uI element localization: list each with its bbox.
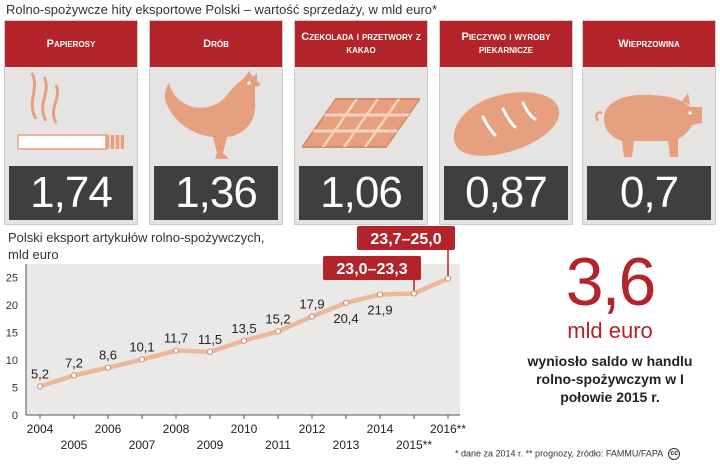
card-label: Papierosy bbox=[5, 21, 137, 67]
data-label: 15,2 bbox=[265, 311, 290, 326]
y-tick-label: 0 bbox=[12, 410, 18, 422]
x-tick-label: 2008 bbox=[163, 422, 190, 436]
data-label: 21,9 bbox=[367, 303, 392, 318]
highlight-label-box bbox=[357, 226, 455, 250]
data-label: 11,5 bbox=[198, 332, 222, 347]
highlight-label-box bbox=[323, 256, 421, 280]
data-point bbox=[240, 337, 248, 344]
highlight-value: 3,6 bbox=[565, 244, 657, 320]
card-label: Czekolada i przetwory z kakao bbox=[295, 21, 427, 67]
x-tick-label: 2015** bbox=[396, 438, 432, 452]
x-tick-label: 2011 bbox=[265, 438, 291, 452]
data-point bbox=[70, 372, 78, 379]
data-point bbox=[444, 275, 452, 282]
chocolate-bar-icon bbox=[302, 98, 420, 148]
x-tick-label: 2012 bbox=[299, 422, 326, 436]
chicken-icon bbox=[164, 71, 261, 159]
bread-icon bbox=[453, 92, 560, 156]
card-pieczywo: Pieczywo i wyroby piekarnicze 0,87 bbox=[439, 20, 573, 225]
footnote-text: * dane za 2014 r. ** prognozy, źródło: F… bbox=[455, 448, 663, 459]
pig-icon bbox=[595, 93, 702, 157]
card-value: 1,36 bbox=[154, 166, 278, 220]
y-tick-label: 15 bbox=[6, 328, 18, 340]
data-label: 11,7 bbox=[164, 331, 188, 346]
data-label: 17,9 bbox=[299, 297, 324, 312]
card-value: 0,7 bbox=[587, 166, 711, 220]
data-point bbox=[342, 299, 350, 306]
x-tick-label: 2010 bbox=[231, 422, 258, 436]
highlight-description: wyniosło saldo w handlu rolno-spożywczym… bbox=[527, 353, 693, 405]
card-czekolada: Czekolada i przetwory z kakao 1,06 bbox=[294, 20, 428, 225]
data-point bbox=[36, 383, 44, 390]
card-value: 1,74 bbox=[9, 166, 133, 220]
y-tick-labels: 0 5 10 15 20 25 bbox=[6, 273, 18, 423]
data-label: 8,6 bbox=[99, 348, 117, 363]
card-value: 1,06 bbox=[299, 166, 423, 220]
data-point bbox=[206, 348, 214, 355]
x-tick-labels: 2004 2005 2006 2007 2008 2009 2010 2011 2012 2013… bbox=[27, 415, 466, 452]
infographic-title: Rolno-spożywcze hity eksportowe Polski –… bbox=[6, 2, 438, 17]
data-point bbox=[172, 347, 180, 354]
card-drob: Drób 1,36 bbox=[149, 20, 283, 225]
data-point bbox=[138, 356, 146, 363]
x-tick-label: 2007 bbox=[129, 438, 156, 452]
data-point bbox=[410, 290, 418, 297]
data-point bbox=[308, 313, 316, 320]
cigarette-icon bbox=[17, 72, 124, 150]
highlight-unit: mld euro bbox=[567, 318, 653, 343]
data-label: 5,2 bbox=[31, 366, 49, 381]
x-tick-label: 2009 bbox=[197, 438, 224, 452]
y-tick-label: 10 bbox=[6, 355, 18, 367]
data-label: 20,4 bbox=[333, 311, 358, 326]
export-hits-cards: Papierosy 1,74 Drób 1,36 Czekolada i prz… bbox=[4, 20, 716, 225]
y-tick-label: 5 bbox=[12, 383, 18, 395]
data-label: 13,5 bbox=[231, 321, 256, 336]
card-label: Pieczywo i wyroby piekarnicze bbox=[440, 21, 572, 67]
data-points bbox=[36, 275, 452, 390]
x-tick-label: 2006 bbox=[95, 422, 122, 436]
data-point bbox=[104, 364, 112, 371]
x-tick-label: 2016** bbox=[430, 422, 466, 436]
card-label: Drób bbox=[150, 21, 282, 67]
data-point bbox=[376, 291, 384, 298]
y-tick-label: 25 bbox=[6, 273, 18, 285]
card-papierosy: Papierosy 1,74 bbox=[4, 20, 138, 225]
x-tick-label: 2004 bbox=[27, 422, 54, 436]
data-labels: 5,2 7,2 8,6 10,1 11,7 11,5 13,5 15,2 17,9 20,4 21,… bbox=[31, 226, 455, 381]
data-label: 23,7–25,0 bbox=[370, 231, 441, 248]
footnote: * dane za 2014 r. ** prognozy, źródło: F… bbox=[455, 448, 681, 460]
chart-title: Polski eksport artykułów rolno-spożywczy… bbox=[8, 230, 265, 262]
x-tick-label: 2014 bbox=[367, 422, 394, 436]
card-wieprzowina: Wieprzowina 0,7 bbox=[582, 20, 716, 225]
cc-license-icon: cc bbox=[668, 448, 681, 460]
x-tick-label: 2013 bbox=[333, 438, 360, 452]
data-label: 10,1 bbox=[129, 339, 154, 354]
data-label: 23,0–23,3 bbox=[336, 261, 407, 278]
card-value: 0,87 bbox=[444, 166, 568, 220]
data-point bbox=[274, 328, 282, 335]
y-tick-label: 20 bbox=[6, 300, 18, 312]
card-label: Wieprzowina bbox=[583, 21, 715, 67]
data-label: 7,2 bbox=[65, 355, 83, 370]
x-tick-label: 2005 bbox=[61, 438, 88, 452]
